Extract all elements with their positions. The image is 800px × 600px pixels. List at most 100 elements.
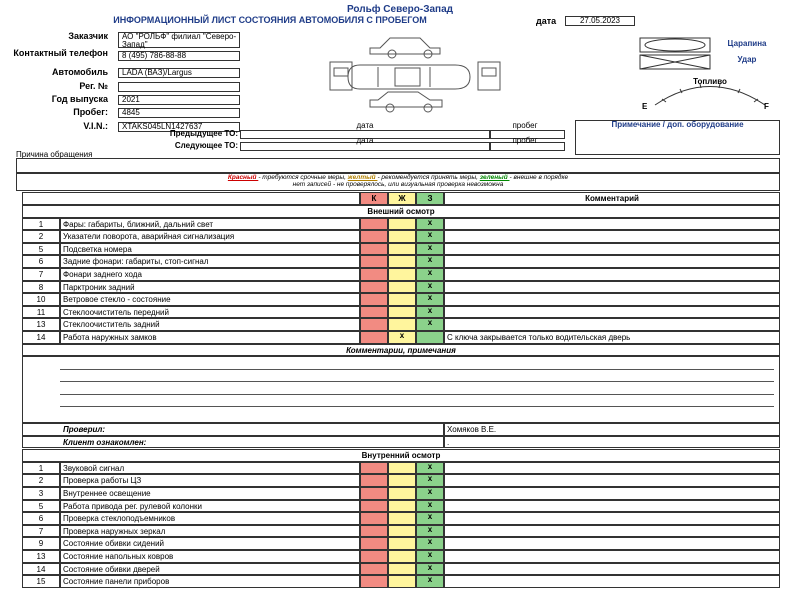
service-label: Предыдущее ТО: — [169, 129, 238, 138]
legend-text: - требуются срочные меры, — [258, 174, 348, 181]
legend-text: - не проверялось, или визуальная проверк… — [332, 181, 504, 189]
row-comment — [444, 217, 780, 231]
status-cell: х — [416, 512, 444, 525]
checked-label: Проверил: — [22, 423, 444, 436]
row-comment — [444, 550, 780, 563]
comments-area — [22, 356, 780, 423]
row-num: 5 — [22, 499, 60, 513]
row-label: Работа привода рег. рулевой колонки — [60, 499, 360, 513]
comment-line — [60, 406, 774, 408]
status-cell — [360, 293, 388, 306]
row-num: 7 — [22, 268, 60, 281]
status-cell: х — [416, 487, 444, 500]
status-cell — [388, 487, 416, 500]
note-box — [575, 120, 780, 155]
fuel-full: F — [764, 102, 769, 111]
service-mileage-box — [490, 130, 565, 139]
row-num: 7 — [22, 524, 60, 538]
title: ИНФОРМАЦИОННЫЙ ЛИСТ СОСТОЯНИЯ АВТОМОБИЛЯ… — [113, 15, 427, 25]
field-value: 8 (495) 786-88-88 — [118, 51, 240, 61]
reason-label: Причина обращения — [16, 150, 93, 159]
row-num: 6 — [22, 255, 60, 268]
row-label: Состояние панели приборов — [60, 575, 360, 588]
service-date-box — [240, 142, 490, 151]
status-cell — [388, 461, 416, 475]
row-label: Стеклоочиститель задний — [60, 318, 360, 331]
status-cell: х — [416, 537, 444, 550]
row-label: Задние фонари: габариты, стоп-сигнал — [60, 255, 360, 268]
field-value: 4845 — [118, 108, 240, 118]
client-label: Клиент ознакомлен: — [22, 435, 444, 449]
status-cell: х — [416, 474, 444, 487]
service-date-label: дата — [356, 121, 374, 130]
status-cell — [388, 550, 416, 563]
status-cell: х — [416, 562, 444, 576]
row-comment — [444, 487, 780, 500]
status-cell: х — [416, 230, 444, 243]
status-cell: х — [416, 461, 444, 475]
service-mileage-box — [490, 142, 565, 151]
row-comment — [444, 293, 780, 306]
row-num: 2 — [22, 230, 60, 243]
row-num: 15 — [22, 575, 60, 588]
status-cell — [416, 331, 444, 344]
row-num: 8 — [22, 280, 60, 294]
column-header: Комментарий — [444, 192, 780, 205]
row-label: Состояние обивки сидений — [60, 537, 360, 550]
row-num: 13 — [22, 318, 60, 331]
row-comment — [444, 562, 780, 576]
row-comment — [444, 474, 780, 487]
legend-text: - рекомендуется принять меры, — [377, 174, 480, 181]
field-label: Автомобиль — [52, 67, 108, 77]
row-label: Ветровое стекло - состояние — [60, 293, 360, 306]
status-cell: х — [416, 280, 444, 294]
status-cell: х — [416, 524, 444, 538]
note-label: Примечание / доп. оборудование — [611, 120, 744, 129]
status-cell: х — [416, 575, 444, 588]
status-cell — [388, 474, 416, 487]
status-cell: х — [416, 255, 444, 268]
field-label: Заказчик — [68, 31, 108, 41]
status-cell — [360, 575, 388, 588]
row-num: 6 — [22, 512, 60, 525]
status-cell — [360, 255, 388, 268]
status-cell — [388, 305, 416, 319]
status-cell — [360, 461, 388, 475]
status-cell — [388, 230, 416, 243]
status-cell — [360, 305, 388, 319]
status-cell — [360, 242, 388, 256]
row-comment — [444, 255, 780, 268]
status-cell — [360, 331, 388, 344]
status-cell: х — [416, 242, 444, 256]
row-comment — [444, 537, 780, 550]
legend: Красный - требуются срочные меры, желтый… — [16, 173, 780, 191]
row-label: Работа наружных замков — [60, 331, 360, 344]
status-cell — [388, 562, 416, 576]
comment-line — [60, 393, 774, 395]
status-cell — [388, 255, 416, 268]
client-value: . — [444, 435, 780, 449]
row-num: 2 — [22, 474, 60, 487]
status-cell — [360, 524, 388, 538]
status-cell: х — [416, 217, 444, 231]
status-cell — [388, 242, 416, 256]
row-comment — [444, 499, 780, 513]
service-date-box — [240, 130, 490, 139]
row-comment — [444, 461, 780, 475]
status-cell — [360, 280, 388, 294]
row-num: 9 — [22, 537, 60, 550]
column-header: З — [416, 192, 444, 205]
row-label: Парктроник задний — [60, 280, 360, 294]
row-label: Проверка работы ЦЗ — [60, 474, 360, 487]
field-value: XTAKS045LN1427637 — [118, 122, 240, 132]
row-label: Фонари заднего хода — [60, 268, 360, 281]
row-comment — [444, 305, 780, 319]
comment-line — [60, 368, 774, 370]
row-comment — [444, 242, 780, 256]
field-label: Рег. № — [79, 81, 108, 91]
reason-box — [16, 158, 780, 173]
row-label: Проверка стеклоподъемников — [60, 512, 360, 525]
status-cell — [388, 524, 416, 538]
status-cell — [360, 217, 388, 231]
row-comment — [444, 524, 780, 538]
